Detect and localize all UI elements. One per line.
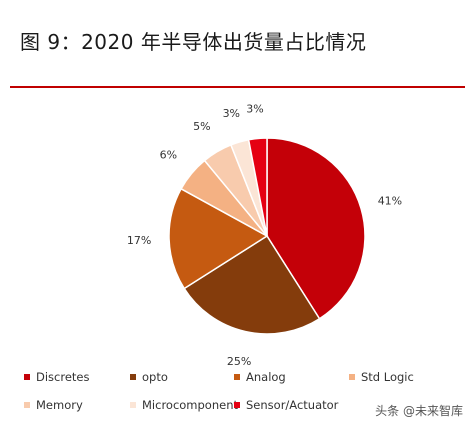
legend-label: Memory	[36, 398, 83, 412]
legend-item-opto: opto	[130, 370, 168, 384]
slice-value-label: 3%	[246, 103, 263, 116]
slice-value-label: 25%	[227, 355, 251, 368]
legend: Discretes opto Analog Std Logic Memory Microc…	[24, 370, 464, 426]
slice-value-label: 3%	[223, 107, 240, 120]
legend-swatch	[24, 402, 30, 408]
pie-slice-analog	[168, 187, 269, 290]
legend-label: Std Logic	[361, 370, 414, 384]
legend-label: opto	[142, 370, 168, 384]
slice-value-label: 41%	[378, 194, 402, 207]
watermark: 头条 @未来智库	[372, 401, 466, 420]
legend-swatch	[130, 402, 136, 408]
legend-item-memory: Memory	[24, 398, 83, 412]
legend-item-microcomponent: Microcomponent	[130, 398, 238, 412]
legend-swatch	[130, 374, 136, 380]
slice-value-label: 6%	[160, 148, 177, 161]
legend-swatch	[234, 374, 240, 380]
legend-label: Sensor/Actuator	[246, 398, 339, 412]
slice-value-label: 17%	[127, 234, 151, 247]
legend-item-analog: Analog	[234, 370, 286, 384]
legend-label: Discretes	[36, 370, 90, 384]
legend-label: Microcomponent	[142, 398, 239, 412]
legend-swatch	[24, 374, 30, 380]
legend-swatch	[349, 374, 355, 380]
pie-slice-sensor-actuator	[247, 137, 268, 237]
slice-value-label: 5%	[193, 120, 210, 133]
legend-item-sensor-actuator: Sensor/Actuator	[234, 398, 338, 412]
legend-label: Analog	[246, 370, 286, 384]
chart-title: 图 9：2020 年半导体出货量占比情况	[20, 30, 367, 54]
legend-item-std-logic: Std Logic	[349, 370, 414, 384]
title-divider	[10, 86, 465, 88]
legend-swatch	[234, 402, 240, 408]
pie-slice-opto	[183, 234, 321, 335]
pie-chart: 41% 25% 17% 6% 5% 3% 3%	[127, 103, 402, 368]
legend-item-discretes: Discretes	[24, 370, 90, 384]
